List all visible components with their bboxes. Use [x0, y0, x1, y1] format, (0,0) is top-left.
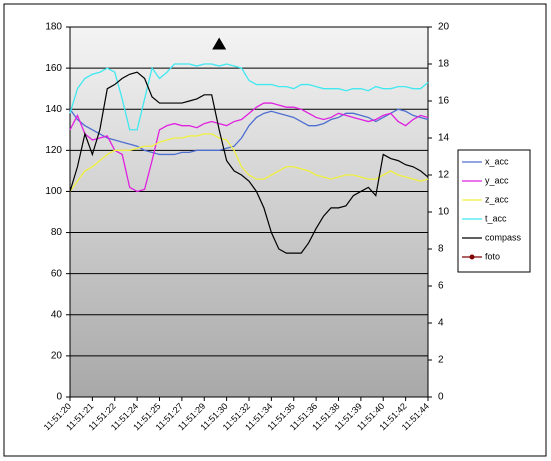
y-tick-label: 40	[51, 309, 63, 320]
legend-label: foto	[485, 251, 500, 261]
series-marker	[212, 37, 227, 50]
y-tick-label: 180	[45, 22, 62, 33]
y-tick-label: 120	[45, 145, 62, 156]
series-line	[69, 108, 429, 156]
legend-box	[457, 149, 531, 273]
y-tick-label: 100	[45, 186, 62, 197]
y2-tick-label: 14	[438, 133, 450, 144]
series-line	[69, 133, 429, 192]
legend-label: compass	[485, 232, 522, 242]
y2-tick-label: 16	[438, 96, 450, 107]
y-tick-label: 60	[51, 268, 63, 279]
y2-tick-label: 8	[438, 244, 444, 255]
y2-tick-label: 6	[438, 281, 444, 292]
y2-tick-label: 4	[438, 318, 444, 329]
y-tick-label: 140	[45, 104, 62, 115]
y2-tick-label: 10	[438, 207, 450, 218]
legend-label: x_acc	[485, 156, 509, 166]
legend-marker	[469, 254, 475, 260]
y-tick-label: 80	[51, 227, 63, 238]
y2-tick-label: 2	[438, 355, 444, 366]
y-tick-label: 160	[45, 63, 62, 74]
plot-area	[70, 27, 428, 397]
series-line	[69, 102, 429, 193]
y-tick-label: 0	[56, 392, 62, 403]
legend-label: t_acc	[485, 213, 507, 223]
y-tick-label: 20	[51, 351, 63, 362]
legend-label: y_acc	[485, 175, 509, 185]
y2-tick-label: 18	[438, 59, 450, 70]
legend-label: z_acc	[485, 194, 509, 204]
series-line	[69, 63, 429, 131]
series-line	[69, 71, 429, 254]
y2-tick-label: 12	[438, 170, 450, 181]
y2-tick-label: 0	[438, 392, 444, 403]
y2-tick-label: 20	[438, 22, 450, 33]
